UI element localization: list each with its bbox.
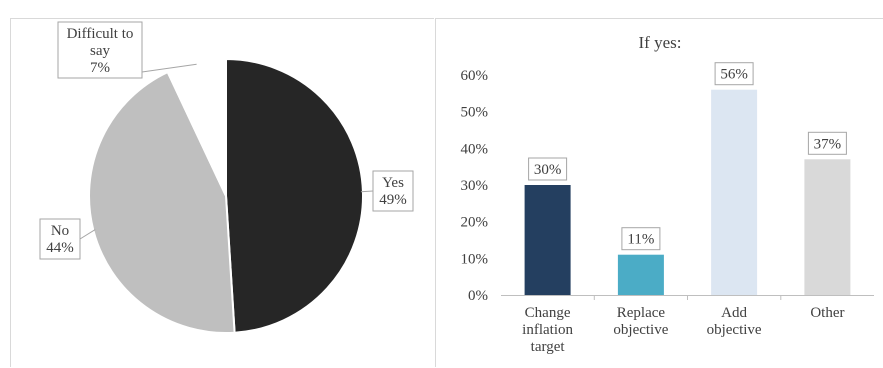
data-label-box <box>714 62 754 86</box>
category-label: objective <box>707 322 762 338</box>
y-tick-label: 10% <box>461 251 489 267</box>
pie-slice-difficult-to-say <box>166 57 227 197</box>
y-tick-label: 0% <box>468 288 488 304</box>
category-label: Other <box>810 305 844 321</box>
data-label-box <box>528 157 568 181</box>
pie-value-label: 44% <box>46 240 74 256</box>
bar <box>804 159 851 295</box>
pie-category-label: Difficult to <box>67 26 134 42</box>
category-label: Replace <box>617 305 666 321</box>
bar <box>711 89 758 295</box>
category-label: Add <box>721 305 747 321</box>
category-label: Change <box>525 305 571 321</box>
pie-value-label: 7% <box>90 60 110 76</box>
y-tick-label: 40% <box>461 141 489 157</box>
category-label: objective <box>613 322 668 338</box>
y-tick-label: 60% <box>461 68 489 84</box>
pie-chart-panel: Yes 49% No 44% Difficult to say 7% <box>10 18 434 367</box>
pie-category-label: say <box>90 43 110 59</box>
bar-chart-panel: If yes: 0% 10% 20% 30% 40% 50% 60% 30% Change inf… <box>435 18 883 367</box>
bar <box>524 185 571 295</box>
y-tick-label: 50% <box>461 105 489 121</box>
pie-value-label: 49% <box>379 192 407 208</box>
data-label: 11% <box>627 232 654 248</box>
data-label-box <box>621 227 661 251</box>
pie-category-label: Yes <box>382 175 404 191</box>
data-label: 37% <box>814 136 842 152</box>
data-label: 30% <box>534 162 562 178</box>
bar <box>617 254 664 295</box>
category-label: target <box>531 339 566 355</box>
data-label: 56% <box>720 67 748 83</box>
category-label: inflation <box>522 322 573 338</box>
chart-title: If yes: <box>639 33 682 52</box>
pie-slice-yes <box>225 57 364 334</box>
data-label-box <box>807 131 847 155</box>
pie-category-label: No <box>51 223 69 239</box>
y-tick-label: 30% <box>461 178 489 194</box>
y-tick-label: 20% <box>461 215 489 231</box>
bar-chart: If yes: 0% 10% 20% 30% 40% 50% 60% 30% Changeinf… <box>461 33 874 355</box>
